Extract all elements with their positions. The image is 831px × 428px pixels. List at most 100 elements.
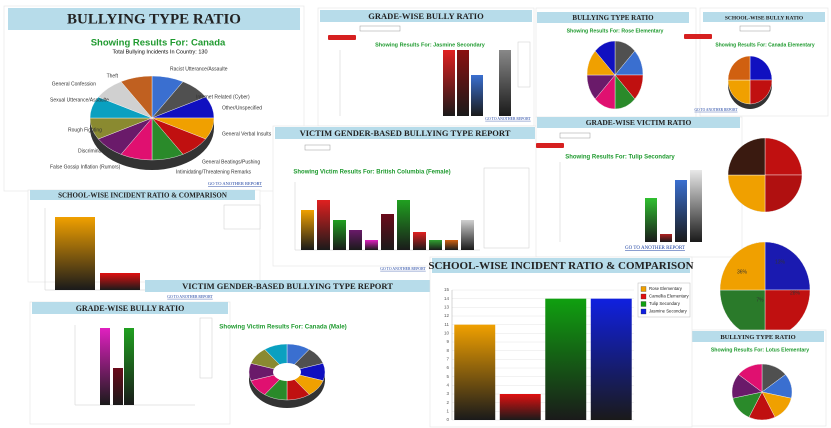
y-tick-label: 10 — [444, 331, 450, 336]
y-tick-label: 5 — [446, 374, 449, 379]
y-tick-label: 15 — [444, 287, 450, 292]
school-pie-slice — [749, 55, 773, 81]
bar — [55, 217, 95, 290]
title-band — [8, 8, 300, 30]
legend-label: Tulip Secondary — [649, 301, 681, 306]
title-band — [537, 12, 689, 23]
red-pie-slice — [764, 137, 803, 176]
title-band — [32, 302, 228, 314]
pie-label: Intimidating/Threatening Remarks — [176, 169, 252, 175]
dropdown[interactable] — [739, 25, 771, 32]
subtitle: Showing Results For: Canada Elementary — [715, 42, 814, 48]
dropdown[interactable] — [359, 25, 401, 32]
bar — [660, 234, 672, 242]
red-pie-slice — [727, 174, 766, 213]
pie-label: Theft — [107, 73, 119, 79]
subtitle: Showing Results For: Lotus Elementary — [711, 347, 809, 353]
bar — [645, 198, 657, 242]
button[interactable] — [328, 35, 356, 40]
link: GO TO ANOTHER REPORT — [208, 181, 262, 186]
subtitle: Showing Results For: Canada — [91, 38, 226, 49]
pie-label: Internet Related (Cyber) — [196, 94, 250, 100]
legend-box — [199, 317, 213, 379]
panel-title: BULLYING TYPE RATIO — [572, 14, 654, 22]
panel-title: GRADE-WISE BULLY RATIO — [368, 11, 484, 21]
link: GO TO ANOTHER REPORT — [694, 108, 738, 112]
bar — [124, 328, 134, 405]
pie-label: Racist Utterance/Assaulte — [170, 66, 228, 72]
pie-label: General Confession — [52, 81, 96, 87]
title-band — [30, 190, 255, 200]
legend-box — [637, 282, 691, 318]
title-band — [692, 331, 824, 342]
link: GO TO ANOTHER REPORT — [380, 267, 426, 271]
pie-label: 13% — [775, 259, 786, 265]
legend-box — [223, 204, 261, 230]
panel-frame — [535, 116, 743, 258]
dropdown[interactable] — [559, 132, 591, 139]
red-pie-slice — [727, 137, 766, 176]
panel-frame — [317, 7, 535, 127]
panel-title: SCHOOL-WISE BULLY RATIO — [725, 15, 804, 21]
title-band — [320, 10, 532, 22]
panel-title: SCHOOL-WISE INCIDENT RATIO & COMPARISON — [58, 192, 227, 200]
title-band — [145, 280, 430, 292]
link: GO TO ANOTHER REPORT — [625, 246, 685, 251]
y-tick-label: 11 — [444, 322, 449, 327]
title-band — [432, 258, 690, 273]
panel-title: GRADE-WISE VICTIM RATIO — [586, 118, 692, 127]
pie-label: Sexual Utterance/Assaulte — [50, 97, 109, 103]
legend-label: Rose Elementary — [649, 286, 683, 291]
y-tick-label: 7 — [446, 357, 449, 362]
y-tick-label: 6 — [446, 365, 449, 370]
subtitle: Showing Results For: Rose Elementary — [567, 28, 664, 34]
legend-label: Camellia Elementary — [649, 294, 689, 299]
y-tick-label: 8 — [446, 348, 449, 353]
bar — [590, 298, 632, 420]
panel-title: BULLYING TYPE RATIO — [67, 11, 241, 27]
y-tick-label: 0 — [446, 417, 449, 422]
bar — [100, 273, 140, 290]
pie-label: Rough Fighting — [68, 127, 102, 133]
pie-label: False Gossip Inflation (Rumors) — [50, 164, 121, 170]
bar — [690, 170, 702, 242]
subtitle: Showing Victim Results For: British Colu… — [293, 170, 450, 176]
subtitle: Showing Results For: Tulip Secondary — [565, 155, 675, 161]
bar — [499, 394, 541, 420]
red-pie-slice — [764, 174, 803, 213]
legend-box — [483, 167, 530, 249]
y-tick-label: 1 — [446, 409, 449, 414]
bar — [100, 328, 110, 405]
pie-label: Other/Unspecified — [222, 105, 262, 111]
school-pie-slice — [727, 79, 751, 105]
bar — [457, 50, 469, 116]
button[interactable] — [684, 34, 712, 39]
big-pie-slice — [764, 241, 811, 291]
legend-swatch — [640, 301, 647, 307]
bar — [443, 50, 455, 116]
canada-pie-slice — [120, 75, 153, 119]
bar — [333, 220, 346, 250]
dropdown[interactable] — [304, 144, 331, 151]
y-tick-label: 14 — [444, 296, 450, 301]
bar — [381, 214, 394, 250]
legend-swatch — [640, 286, 647, 292]
note: Total Bullying Incidents In Country: 130 — [112, 49, 207, 55]
button[interactable] — [536, 143, 564, 148]
legend-label: Jasmine Secondary — [649, 309, 688, 314]
bar — [454, 324, 496, 420]
bar — [413, 232, 426, 250]
subtitle: Showing Victim Results For: Canada (Male… — [219, 324, 346, 331]
pie-label: General Verbal Insults — [222, 131, 272, 137]
school-pie-slice — [749, 79, 773, 105]
y-tick-label: 13 — [444, 305, 450, 310]
rose-pie-slice — [594, 40, 616, 76]
y-tick-label: 9 — [446, 339, 449, 344]
legend-box — [517, 41, 531, 88]
bar — [499, 50, 511, 116]
panel-title: VICTIM GENDER-BASED BULLYING TYPE REPORT — [182, 281, 393, 291]
bar — [113, 368, 123, 405]
big-pie-slice — [719, 241, 766, 291]
